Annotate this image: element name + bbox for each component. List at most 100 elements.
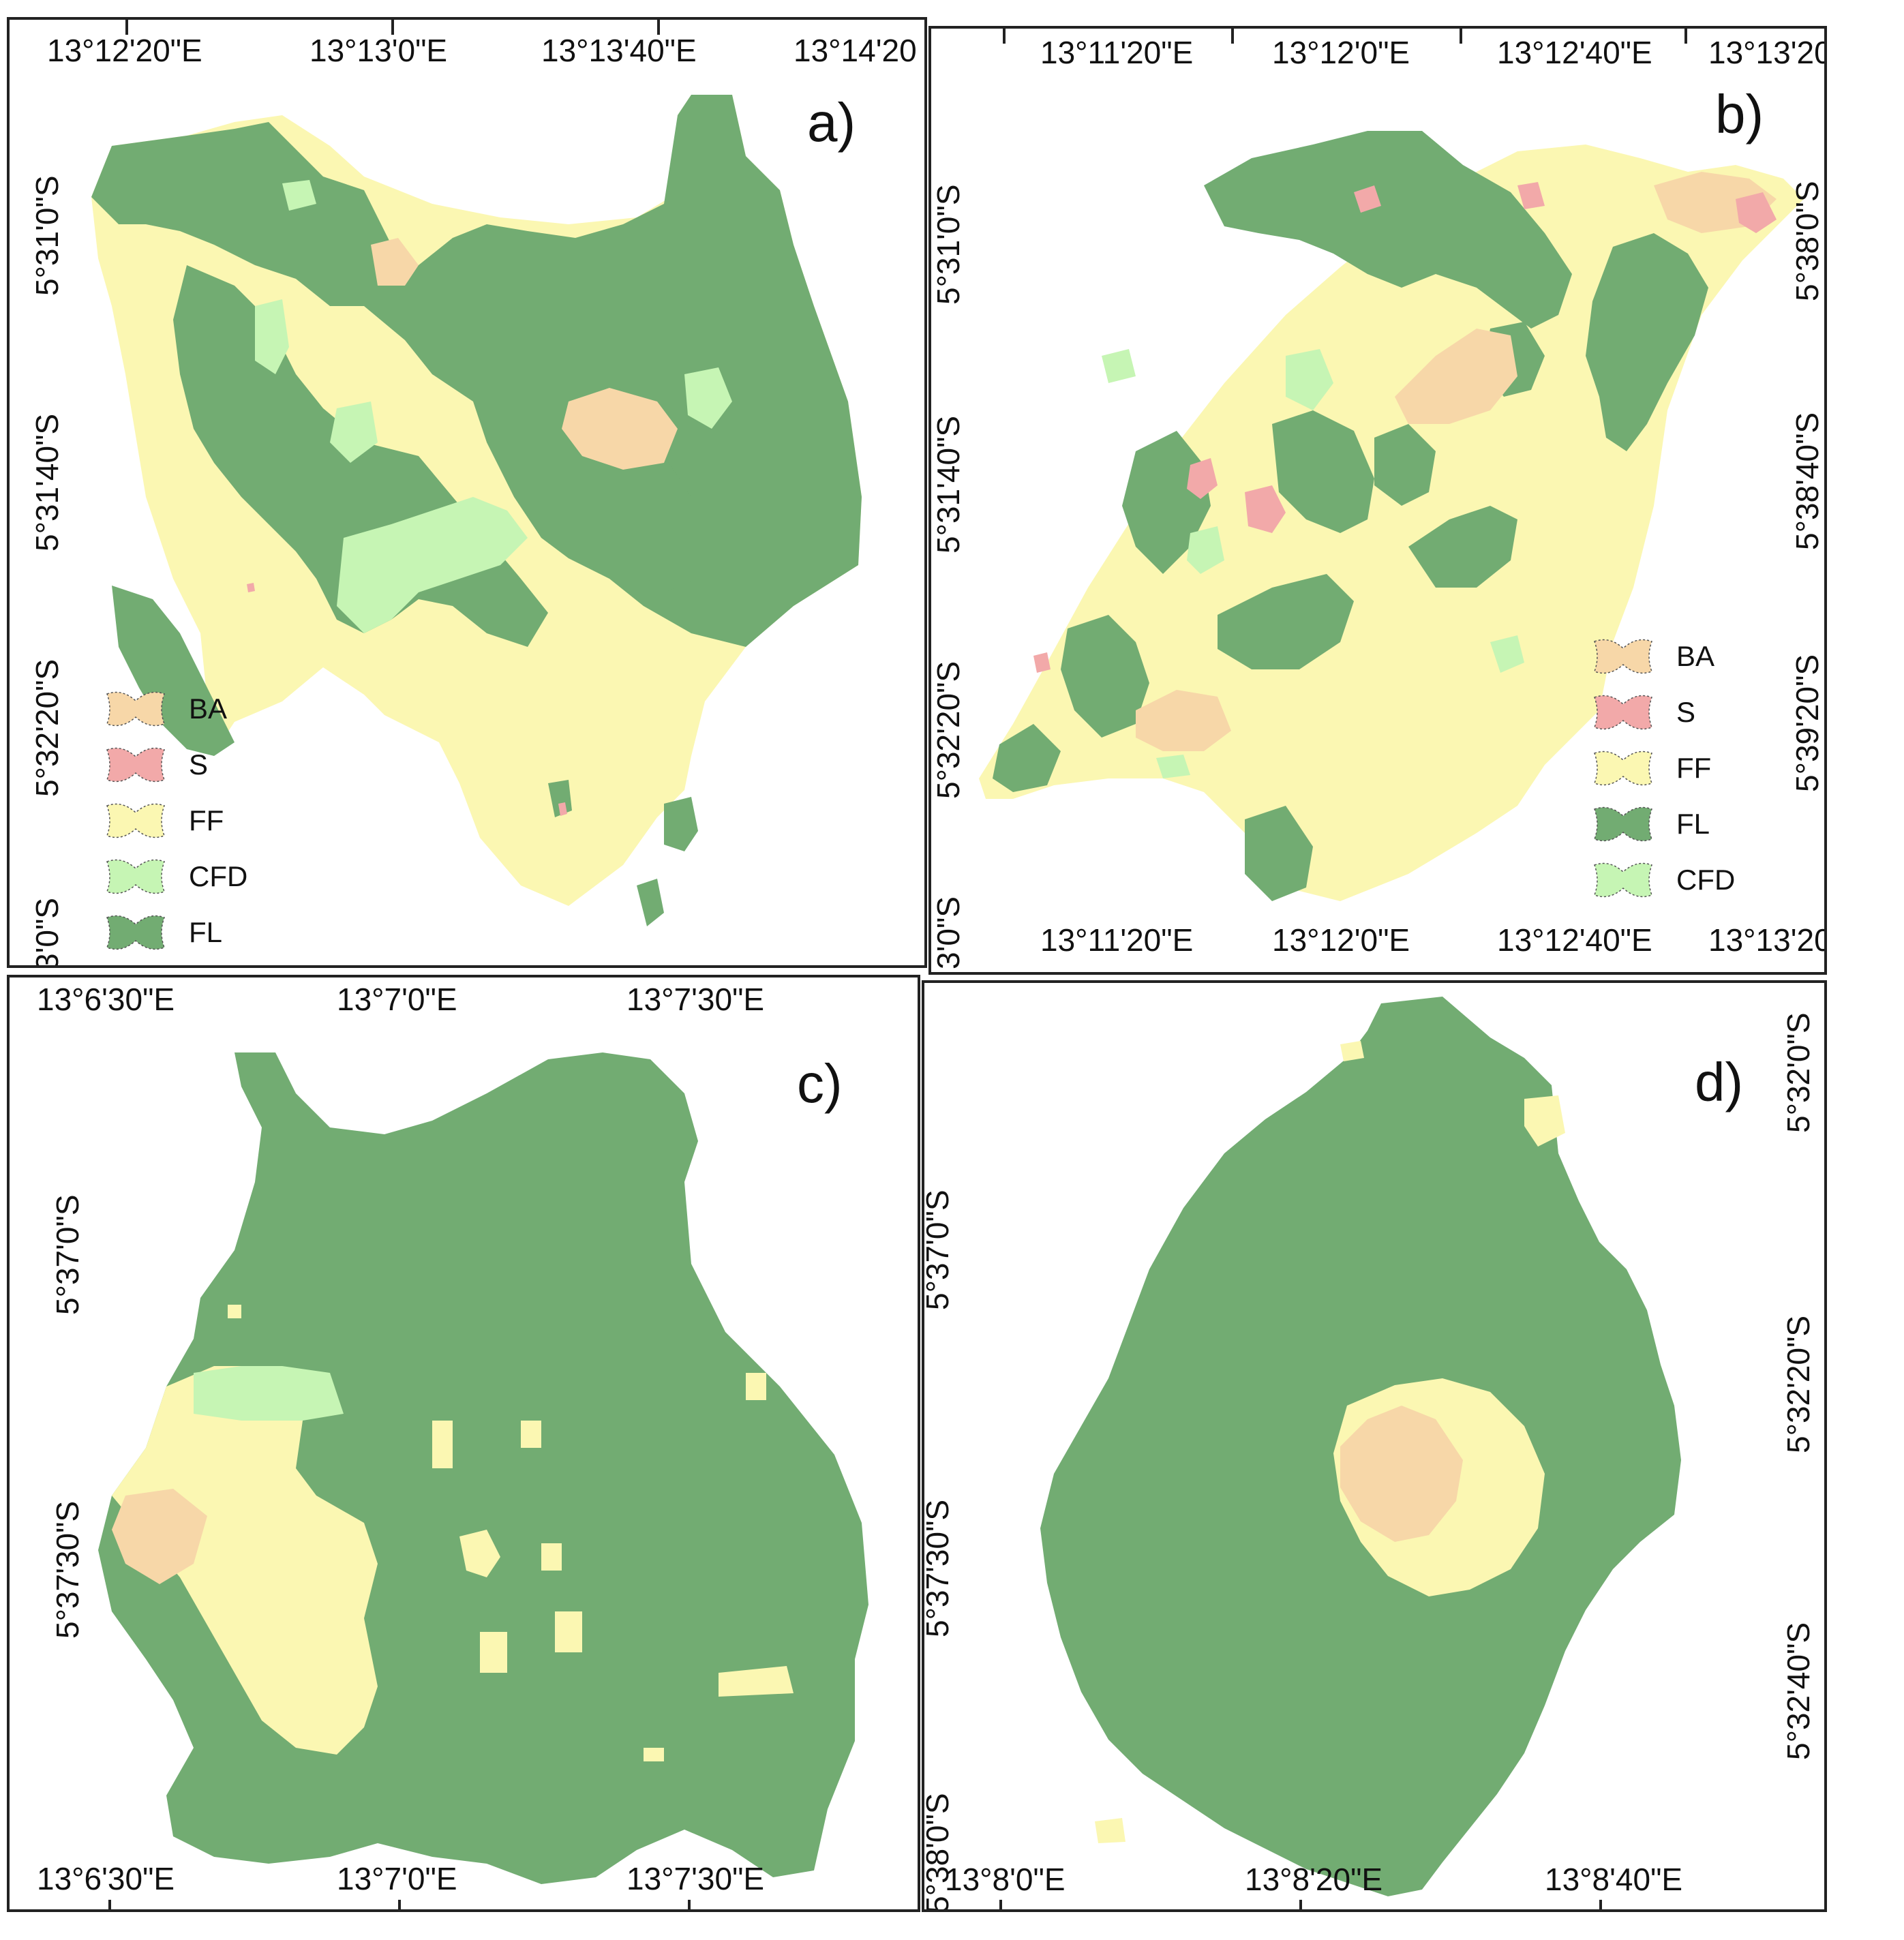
left-tick-label: 5°37'30"S [922,1499,955,1637]
fl-area [1374,424,1436,506]
bottom-tick-label: 13°13'20"E [1708,922,1824,958]
ba-area [371,238,419,286]
right-tick-label: 5°38'0"S [1789,181,1825,301]
legend-item: CFD [1589,852,1735,908]
right-tick-label: 5°39'20"S [1789,654,1825,792]
fl-area [637,879,664,926]
cfd-area [282,180,316,211]
legend: BA S FF CFD FL [102,681,247,960]
legend-swatch-shape [1594,751,1652,786]
fl-area [1218,574,1354,669]
ba-area [1340,1406,1463,1542]
bottom-tick-label: 13°8'40"E [1545,1862,1683,1897]
legend-swatch-shape [1594,862,1652,898]
cfd-area [330,401,378,463]
panel-label: a) [807,92,856,153]
map-panel-c: 13°6'30"E 13°7'0"E 13°7'30"E 13°6'30"E 1… [7,975,920,1912]
left-tick-label: 5°31'40"S [931,415,966,554]
legend-item: FF [102,793,247,849]
land-cover-map-a [91,95,862,926]
cfd-area [194,1366,344,1421]
legend-swatch-shape [106,747,165,783]
bottom-tick-label: 13°6'30"E [37,1861,175,1896]
legend-item: CFD [102,849,247,905]
left-tick-label: 5°37'30"S [50,1500,85,1639]
tick-mark [398,1900,401,1909]
legend-item: FL [102,905,247,960]
tick-mark [688,1900,691,1909]
legend-label: FL [189,916,223,948]
ff-area [555,1611,582,1652]
cfd-area [1286,349,1333,410]
legend-swatch-shape [1594,639,1652,674]
tick-mark [1299,1900,1302,1909]
ff-area [1095,1818,1125,1843]
legend-label: FL [1676,808,1710,840]
s-area [1354,185,1381,213]
legend-item: S [1589,684,1735,740]
ff-area [112,1366,378,1755]
bottom-tick-label: 13°12'40"E [1497,922,1652,958]
bottom-tick-label: 13°11'20"E [1040,922,1194,958]
map-panel-b: 13°11'20"E 13°12'0"E 13°12'40"E 13°13'20… [928,26,1827,975]
top-tick-label: 13°13'40"E [541,33,697,68]
right-tick-label: 5°32'40"S [1781,1622,1816,1760]
cfd-area [1187,526,1224,574]
legend-swatch [1594,751,1652,786]
top-tick-label: 13°7'0"E [337,982,457,1017]
legend-item: FL [1589,796,1735,852]
tick-mark [125,20,128,35]
ff-area [746,1373,766,1400]
land-cover-map-d [1040,997,1681,1896]
panel-label: c) [797,1053,843,1114]
top-tick-label: 13°11'20"E [1040,35,1194,70]
bottom-tick-label: 13°12'0"E [1272,922,1410,958]
bottom-tick-label: 13°8'0"E [945,1862,1066,1897]
ff-area [719,1666,794,1697]
left-tick-label: 5°31'0"S [931,184,966,305]
legend-label: CFD [189,860,248,892]
tick-mark [1599,1900,1602,1909]
legend-label: BA [189,693,228,725]
fl-area [993,724,1061,792]
ff-area [1524,1095,1565,1147]
map-panel-d: 13°8'0"E 13°8'20"E 13°8'40"E 5°37'0"S 5°… [922,980,1827,1912]
fl-area [596,429,712,592]
fl-area [664,797,698,851]
fl-area [1272,410,1374,533]
ba-area [562,388,678,470]
legend-item: S [102,737,247,793]
top-tick-label: 13°13'0"E [309,33,448,68]
legend-label: S [1676,696,1696,728]
left-tick-label: 5°32'20"S [29,658,65,797]
tick-mark [391,20,394,35]
ff-area [644,1748,664,1761]
panel-label: b) [1715,84,1764,145]
legend-swatch [106,691,165,727]
legend-swatch [1594,862,1652,898]
s-area [1187,458,1218,499]
legend-swatch [1594,806,1652,842]
legend-swatch [1594,695,1652,730]
bottom-tick-label: 13°7'0"E [337,1861,457,1896]
ba-area [1136,690,1231,751]
cfd-area [337,497,528,633]
s-area [1736,192,1777,233]
ff-area [480,1632,507,1673]
legend-label: S [189,748,209,780]
top-tick-label: 13°6'30"E [37,982,175,1017]
left-tick-label: 5°38'0"S [922,1793,955,1912]
tick-mark [999,1900,1002,1909]
fl-area [112,586,235,756]
top-tick-label: 13°7'30"E [626,982,765,1017]
ff-area [432,1421,453,1468]
legend-label: BA [1676,640,1715,672]
legend-swatch-shape [106,691,165,727]
legend: BA S FF FL CFD [1589,628,1735,908]
right-tick-label: 5°32'20"S [1781,1315,1816,1453]
top-tick-label: 13°12'20"E [47,33,202,68]
top-tick-label: 13°13'20"E [1708,35,1824,70]
tick-mark [108,1900,111,1909]
legend-swatch [106,747,165,783]
left-tick-label: 5°31'0"S [29,175,65,296]
